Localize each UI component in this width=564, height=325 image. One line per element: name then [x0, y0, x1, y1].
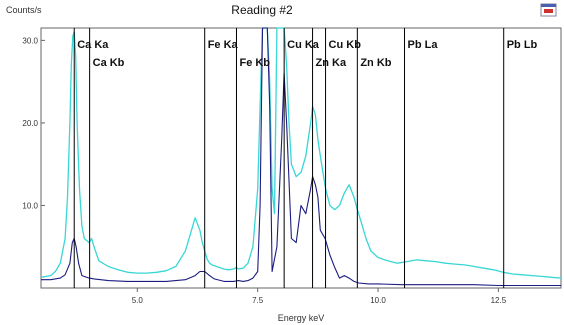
x-tick-label: 7.5	[252, 296, 264, 305]
y-axis-label: Counts/s	[6, 5, 42, 15]
axis-ticks: 5.0 7.5 10.0 12.5 10.0 20.0 30.0	[22, 36, 506, 305]
plot-area	[40, 27, 562, 289]
spectrum-line-2	[41, 27, 561, 287]
chart-title: Reading #2	[231, 3, 293, 17]
x-tick-label: 12.5	[491, 296, 507, 305]
spectrum-series	[40, 27, 562, 287]
marker-label: Zn Ka	[316, 57, 347, 69]
marker-label: Ca Kb	[93, 57, 125, 69]
marker-label: Ca Ka	[77, 39, 109, 51]
y-tick-label: 30.0	[22, 36, 38, 45]
marker-label: Pb Lb	[507, 39, 538, 51]
y-tick-label: 10.0	[22, 201, 38, 210]
y-tick-label: 20.0	[22, 119, 38, 128]
x-axis-label: Energy keV	[278, 313, 325, 323]
marker-label: Fe Ka	[208, 39, 239, 51]
marker-label: Cu Kb	[329, 39, 362, 51]
chart-window-icon[interactable]	[540, 3, 557, 17]
x-tick-label: 5.0	[132, 296, 144, 305]
x-tick-label: 10.0	[370, 296, 386, 305]
marker-label: Zn Kb	[360, 57, 391, 69]
marker-label: Cu Ka	[287, 39, 320, 51]
marker-label: Fe Kb	[239, 57, 270, 69]
marker-label: Pb La	[408, 39, 439, 51]
